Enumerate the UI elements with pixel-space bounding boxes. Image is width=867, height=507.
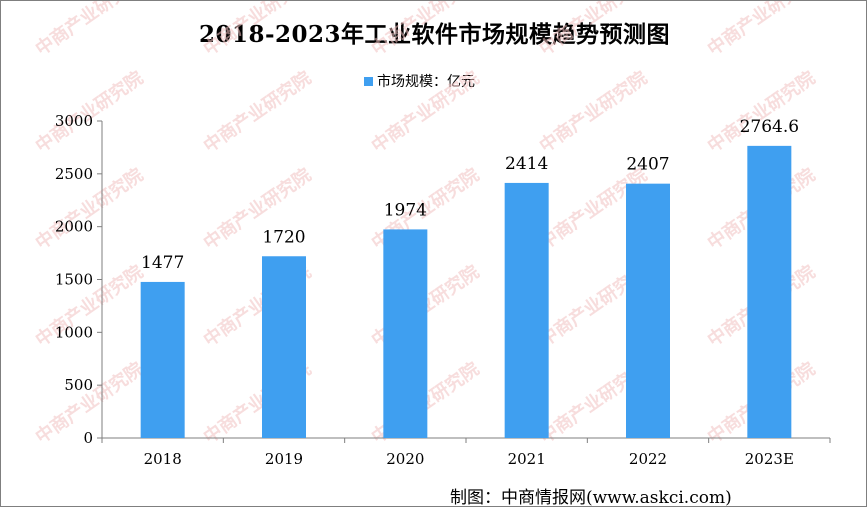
bar-2018 [140, 281, 185, 438]
y-tick-label: 0 [83, 429, 93, 447]
bars [140, 145, 792, 438]
x-tick-label-2023E: 2023E [745, 450, 794, 468]
bar-2022 [626, 183, 670, 438]
data-label-2018: 1477 [141, 253, 184, 273]
y-tick-label: 1000 [55, 323, 93, 341]
data-label-2023E: 2764.6 [740, 117, 799, 137]
bar-2019 [262, 256, 306, 438]
watermark-text: 中商产业研究院 [367, 67, 483, 157]
y-tick-label: 1500 [55, 271, 93, 289]
x-tick-label-2022: 2022 [629, 450, 667, 468]
x-tick-label-2018: 2018 [144, 450, 182, 468]
y-tick-label: 2500 [55, 165, 93, 183]
source-note: 制图：中商情报网(www.askci.com) [450, 488, 732, 507]
watermark-text: 中商产业研究院 [535, 67, 651, 157]
watermark-text: 中商产业研究院 [31, 1, 147, 60]
data-label-2020: 1974 [384, 200, 427, 220]
x-tick-label-2020: 2020 [386, 450, 424, 468]
data-labels: 1477 1720 1974 2414 2407 2764.6 [141, 117, 799, 273]
bar-2020 [383, 229, 428, 438]
chart-title: 2018-2023年工业软件市场规模趋势预测图 [198, 21, 671, 48]
watermark-text: 中商产业研究院 [199, 1, 315, 60]
watermark-text: 中商产业研究院 [367, 1, 483, 60]
legend-swatch [364, 76, 373, 86]
axes: 0 500 1000 1500 2000 2500 3000 2018 2019 2020 2021… [55, 112, 831, 468]
watermark-text: 中商产业研究院 [703, 67, 819, 157]
bar-2021 [504, 182, 549, 438]
x-tick-label-2021: 2021 [508, 450, 546, 468]
y-tick-label: 2000 [55, 218, 93, 236]
watermark-text: 中商产业研究院 [703, 1, 819, 60]
legend-label: 市场规模：亿元 [377, 74, 475, 90]
y-tick-label: 3000 [55, 112, 93, 130]
x-tick-label-2019: 2019 [265, 450, 303, 468]
data-label-2021: 2414 [505, 154, 548, 174]
bar-2023E [747, 145, 792, 438]
legend: 市场规模：亿元 [364, 72, 475, 90]
y-tick-label: 500 [64, 376, 93, 394]
watermark-text: 中商产业研究院 [535, 1, 651, 60]
data-label-2019: 1720 [262, 227, 305, 247]
watermark-text: 中商产业研究院 [199, 67, 315, 157]
data-label-2022: 2407 [626, 155, 669, 175]
